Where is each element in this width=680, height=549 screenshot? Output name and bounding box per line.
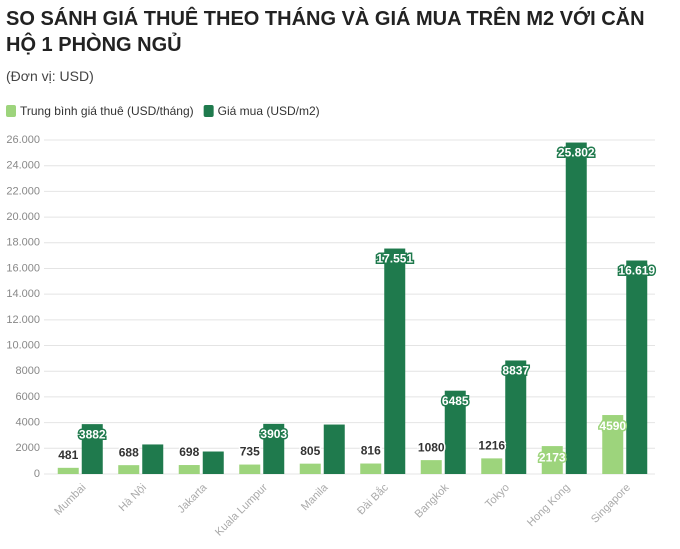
y-tick-label: 8000 [16, 365, 40, 377]
y-tick-label: 18.000 [6, 237, 40, 249]
y-tick-label: 22.000 [6, 185, 40, 197]
value-label: 17.551 [376, 252, 413, 266]
bar [565, 142, 587, 475]
value-label: 25.802 [558, 146, 595, 160]
bar [444, 390, 466, 474]
bar [178, 465, 200, 474]
y-tick-label: 24.000 [6, 160, 40, 172]
bar [57, 467, 79, 474]
value-label: 816 [361, 444, 381, 458]
bar [239, 464, 261, 474]
x-tick-label: Hà Nội [117, 482, 149, 514]
y-tick-label: 20.000 [6, 211, 40, 223]
bar [481, 458, 503, 474]
bar [384, 248, 406, 474]
y-tick-label: 0 [34, 468, 40, 480]
y-tick-label: 10.000 [6, 339, 40, 351]
x-tick-label: Kuala Lumpur [213, 481, 270, 538]
bar [420, 460, 442, 474]
y-tick-label: 6000 [16, 391, 40, 403]
value-label: 698 [179, 445, 199, 459]
y-tick-label: 2000 [16, 442, 40, 454]
value-label: 735 [240, 445, 260, 459]
value-label: 688 [119, 445, 139, 459]
bar [360, 463, 382, 474]
x-tick-label: Đài Bắc [354, 481, 391, 518]
bar [505, 360, 527, 474]
value-label: 1080 [418, 440, 445, 454]
y-tick-label: 4000 [16, 417, 40, 429]
x-tick-label: Singapore [589, 482, 633, 526]
bar [602, 415, 624, 474]
value-label: 2173 [539, 450, 566, 464]
x-tick-label: Tokyo [483, 482, 512, 511]
x-tick-label: Manila [299, 481, 331, 513]
legend-swatch [203, 105, 214, 117]
legend-swatch [6, 105, 16, 117]
x-tick-label: Hong Kong [525, 482, 572, 529]
value-label: 16.619 [618, 264, 655, 278]
y-tick-label: 14.000 [6, 288, 40, 300]
legend-label: Trung bình giá thuê (USD/tháng) [20, 104, 194, 118]
bar [626, 260, 648, 474]
value-label: 3903 [260, 427, 287, 441]
bar [81, 424, 103, 474]
bar [299, 463, 321, 474]
value-label: 4590 [599, 419, 626, 433]
value-label: 6485 [442, 394, 469, 408]
bar [541, 446, 563, 474]
value-label: 3882 [79, 427, 106, 441]
bar [263, 423, 285, 474]
chart-subtitle: (Đơn vị: USD) [6, 68, 94, 84]
y-tick-label: 16.000 [6, 262, 40, 274]
y-tick-label: 12.000 [6, 314, 40, 326]
x-tick-label: Jakarta [175, 481, 210, 516]
legend-label: Giá mua (USD/m2) [218, 104, 320, 118]
bar [142, 444, 164, 474]
x-tick-label: Mumbai [52, 482, 88, 518]
y-tick-label: 26.000 [6, 134, 40, 146]
bar [118, 465, 140, 474]
value-label: 481 [58, 448, 78, 462]
x-tick-label: Bangkok [413, 481, 452, 520]
bar [323, 424, 345, 474]
chart-title: SO SÁNH GIÁ THUÊ THEO THÁNG VÀ GIÁ MUA T… [6, 8, 645, 56]
value-label: 8837 [502, 364, 529, 378]
bar [202, 451, 224, 474]
value-label: 805 [300, 444, 320, 458]
value-label: 1216 [478, 439, 505, 453]
